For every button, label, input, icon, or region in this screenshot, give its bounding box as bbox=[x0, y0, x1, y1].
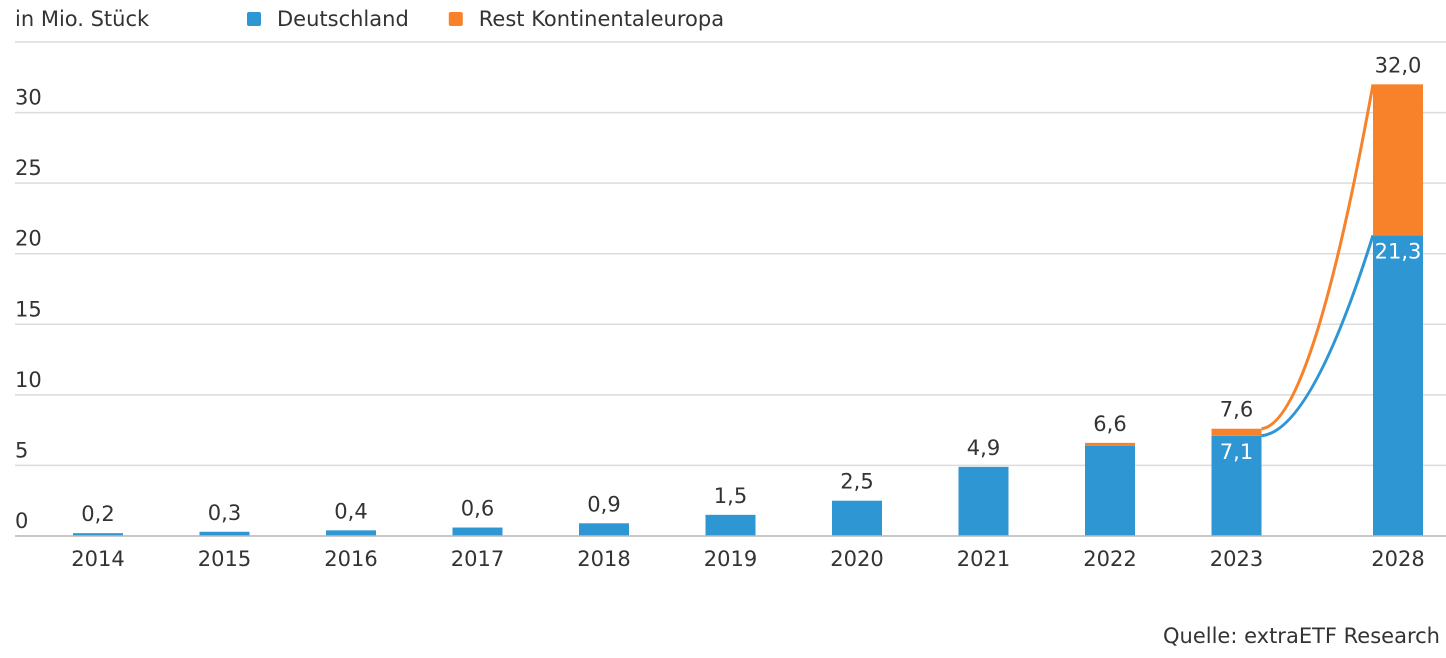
y-tick-label: 15 bbox=[15, 297, 42, 321]
total-label: 0,4 bbox=[334, 499, 367, 523]
total-label: 4,9 bbox=[967, 436, 1000, 460]
total-label: 32,0 bbox=[1375, 53, 1422, 77]
bar bbox=[958, 466, 1009, 536]
bar bbox=[1211, 428, 1262, 436]
bar bbox=[452, 527, 503, 536]
total-label: 0,9 bbox=[587, 492, 620, 516]
bar bbox=[1211, 435, 1262, 536]
x-tick-label: 2019 bbox=[704, 547, 757, 571]
bar bbox=[73, 533, 123, 536]
bar bbox=[705, 514, 756, 536]
total-label: 7,6 bbox=[1220, 398, 1253, 422]
x-tick-label: 2017 bbox=[451, 547, 504, 571]
y-tick-label: 10 bbox=[15, 368, 42, 392]
total-label: 1,5 bbox=[714, 484, 747, 508]
value-label: 7,1 bbox=[1220, 440, 1253, 464]
connector bbox=[1261, 84, 1375, 431]
x-tick-label: 2015 bbox=[198, 547, 251, 571]
legend-label: Deutschland bbox=[277, 7, 409, 31]
legend-swatch bbox=[247, 12, 261, 26]
total-label: 0,6 bbox=[461, 497, 494, 521]
x-tick-label: 2016 bbox=[324, 547, 377, 571]
y-tick-label: 5 bbox=[15, 438, 28, 462]
legend-label: Rest Kontinentaleuropa bbox=[479, 7, 724, 31]
bar bbox=[579, 523, 629, 536]
total-label: 2,5 bbox=[840, 470, 873, 494]
x-tick-label: 2028 bbox=[1371, 547, 1424, 571]
y-tick-label: 20 bbox=[15, 227, 42, 251]
x-tick-label: 2022 bbox=[1083, 547, 1136, 571]
x-tick-label: 2021 bbox=[957, 547, 1010, 571]
total-label: 0,2 bbox=[81, 502, 114, 526]
legend-swatch bbox=[448, 12, 463, 26]
total-label: 6,6 bbox=[1093, 412, 1126, 436]
source: Quelle: extraETF Research bbox=[1163, 624, 1440, 648]
x-tick-label: 2018 bbox=[577, 547, 630, 571]
bar bbox=[1373, 84, 1423, 236]
bar bbox=[199, 531, 250, 536]
value-label: 21,3 bbox=[1375, 239, 1422, 263]
y-tick-label: 30 bbox=[15, 86, 42, 110]
bar bbox=[1085, 445, 1135, 536]
bar bbox=[1085, 442, 1135, 446]
y-tick-label: 25 bbox=[15, 156, 42, 180]
bar bbox=[1373, 235, 1423, 536]
bar bbox=[832, 500, 882, 536]
x-tick-label: 2020 bbox=[830, 547, 883, 571]
bar bbox=[326, 530, 376, 536]
connector bbox=[1261, 234, 1375, 438]
x-tick-label: 2023 bbox=[1210, 547, 1263, 571]
total-label: 0,3 bbox=[208, 501, 241, 525]
x-tick-label: 2014 bbox=[71, 547, 124, 571]
y-tick-label: 0 bbox=[15, 509, 28, 533]
y-axis-label: in Mio. Stück bbox=[15, 7, 150, 31]
